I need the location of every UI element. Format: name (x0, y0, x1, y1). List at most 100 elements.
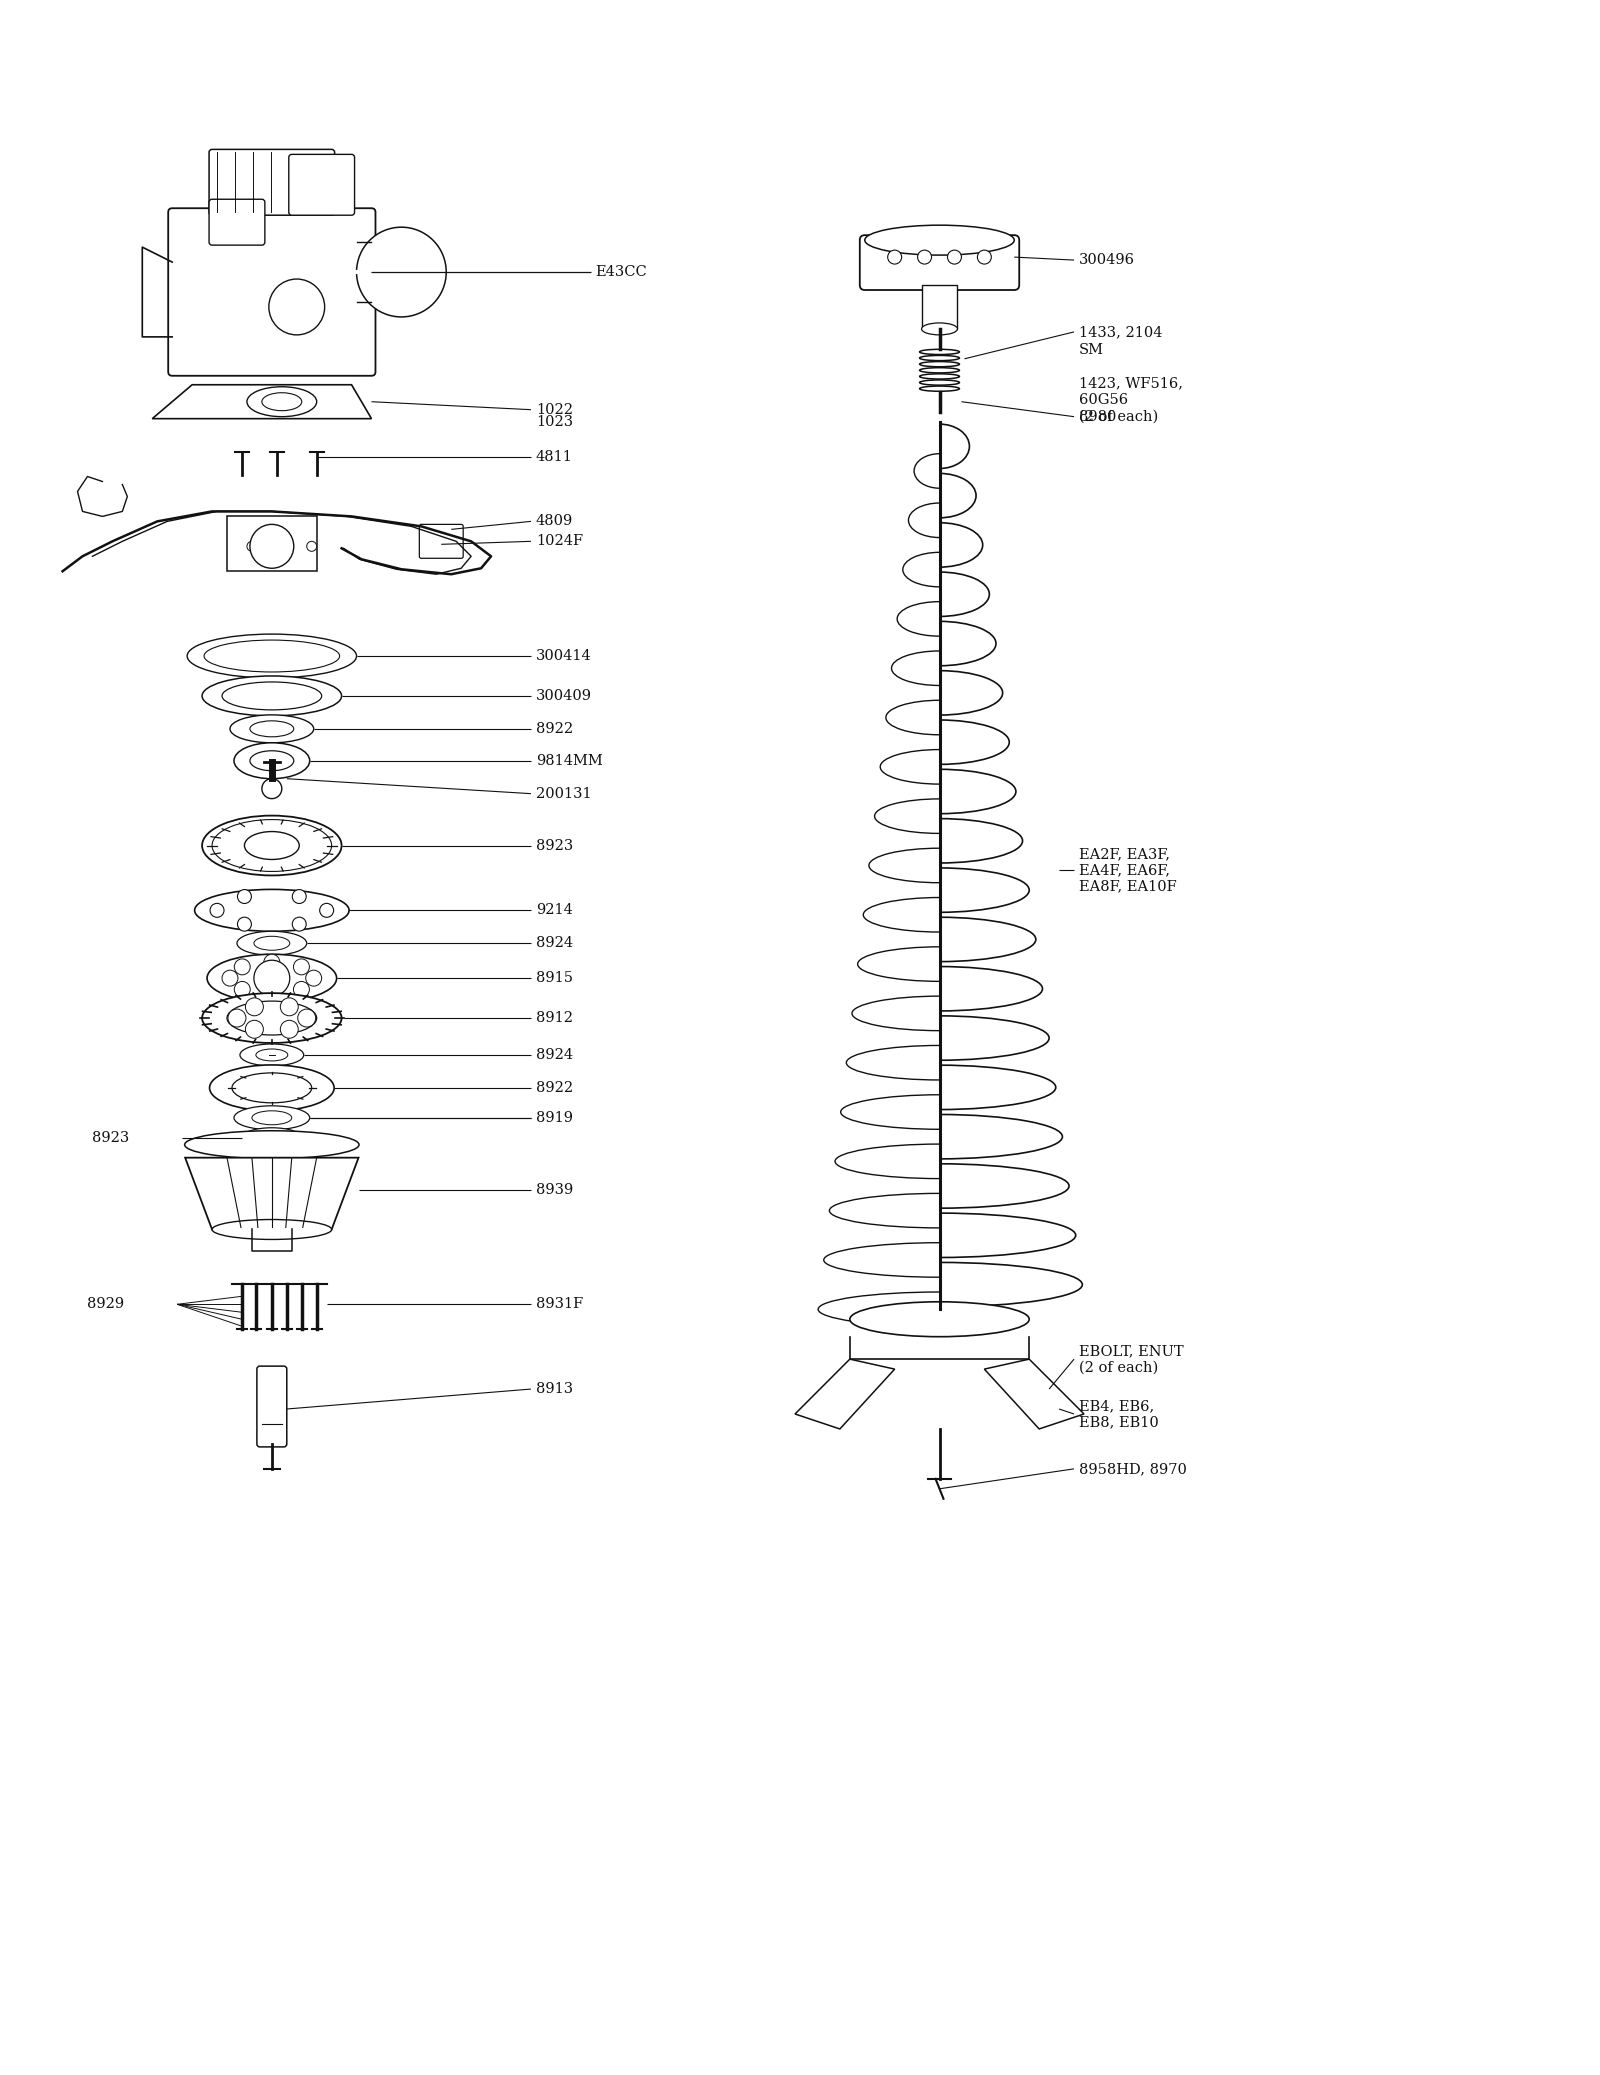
Circle shape (245, 1021, 264, 1038)
Ellipse shape (254, 936, 290, 950)
Ellipse shape (202, 994, 341, 1044)
FancyBboxPatch shape (210, 199, 266, 245)
FancyBboxPatch shape (419, 525, 462, 558)
Circle shape (262, 778, 282, 799)
Ellipse shape (187, 635, 357, 679)
Circle shape (250, 525, 294, 569)
Circle shape (298, 1008, 315, 1027)
Ellipse shape (234, 1106, 310, 1129)
Circle shape (307, 542, 317, 552)
Circle shape (237, 917, 251, 932)
Text: 8924: 8924 (536, 1048, 573, 1062)
Circle shape (320, 903, 334, 917)
Circle shape (210, 903, 224, 917)
Text: 1423, WF516,
60G56
(2 of each): 1423, WF516, 60G56 (2 of each) (1078, 378, 1182, 423)
Circle shape (264, 986, 280, 1002)
Text: E43CC: E43CC (595, 266, 648, 278)
Circle shape (947, 251, 962, 264)
Text: 1023: 1023 (536, 415, 573, 430)
Circle shape (888, 251, 902, 264)
Text: 300414: 300414 (536, 649, 592, 664)
Ellipse shape (237, 932, 307, 955)
Text: 8912: 8912 (536, 1011, 573, 1025)
Text: 300496: 300496 (1078, 253, 1134, 268)
Text: 8980: 8980 (1078, 409, 1117, 423)
Text: 8922: 8922 (536, 1081, 573, 1096)
Polygon shape (795, 1359, 894, 1430)
Text: 4809: 4809 (536, 515, 573, 529)
Text: 200131: 200131 (536, 786, 592, 801)
Ellipse shape (227, 1000, 317, 1035)
Ellipse shape (246, 386, 317, 417)
Ellipse shape (250, 751, 294, 770)
Text: 1433, 2104: 1433, 2104 (1078, 326, 1163, 338)
Ellipse shape (184, 1131, 358, 1158)
Ellipse shape (202, 676, 341, 716)
Circle shape (357, 226, 446, 317)
Text: 9814MM: 9814MM (536, 753, 603, 768)
Ellipse shape (222, 683, 322, 710)
Text: 8958HD, 8970: 8958HD, 8970 (1078, 1463, 1187, 1475)
Ellipse shape (206, 954, 336, 1002)
Text: SM: SM (1078, 342, 1104, 357)
Circle shape (978, 251, 992, 264)
Ellipse shape (195, 890, 349, 932)
Text: EB4, EB6,
EB8, EB10: EB4, EB6, EB8, EB10 (1078, 1399, 1158, 1430)
Circle shape (234, 981, 250, 998)
Ellipse shape (256, 1131, 288, 1143)
FancyBboxPatch shape (288, 154, 355, 216)
Circle shape (222, 971, 238, 986)
FancyBboxPatch shape (258, 1365, 286, 1446)
Text: 8919: 8919 (536, 1110, 573, 1125)
Circle shape (246, 542, 258, 552)
Ellipse shape (232, 1073, 312, 1102)
Ellipse shape (202, 815, 341, 876)
Ellipse shape (210, 1064, 334, 1110)
FancyBboxPatch shape (859, 234, 1019, 290)
Text: 1024F: 1024F (536, 535, 582, 548)
Ellipse shape (240, 1044, 304, 1067)
Ellipse shape (230, 716, 314, 743)
Text: 8931F: 8931F (536, 1297, 582, 1311)
Circle shape (293, 981, 309, 998)
Ellipse shape (864, 226, 1014, 255)
Text: 8923: 8923 (93, 1131, 130, 1145)
Circle shape (293, 890, 306, 903)
Circle shape (269, 278, 325, 334)
Polygon shape (984, 1359, 1085, 1430)
Circle shape (237, 890, 251, 903)
Text: 8939: 8939 (536, 1183, 573, 1197)
Ellipse shape (245, 832, 299, 859)
Ellipse shape (205, 639, 339, 672)
Circle shape (280, 1021, 298, 1038)
Circle shape (293, 917, 306, 932)
Circle shape (227, 1008, 246, 1027)
Circle shape (245, 998, 264, 1017)
Circle shape (917, 251, 931, 264)
Ellipse shape (213, 820, 331, 871)
Text: 8915: 8915 (536, 971, 573, 986)
Circle shape (277, 542, 286, 552)
FancyBboxPatch shape (168, 208, 376, 376)
Ellipse shape (262, 392, 302, 411)
Ellipse shape (256, 1050, 288, 1060)
Text: 4811: 4811 (536, 450, 573, 463)
Ellipse shape (213, 1220, 331, 1239)
Text: 300409: 300409 (536, 689, 592, 703)
Polygon shape (152, 384, 371, 419)
Ellipse shape (250, 720, 294, 737)
FancyBboxPatch shape (210, 149, 334, 216)
Circle shape (254, 961, 290, 996)
Text: 8922: 8922 (536, 722, 573, 737)
Ellipse shape (922, 324, 957, 334)
Circle shape (234, 959, 250, 975)
Text: 9214: 9214 (536, 903, 573, 917)
Polygon shape (186, 1158, 358, 1230)
Bar (922, 284, 957, 330)
Ellipse shape (234, 743, 310, 778)
Bar (227, 517, 317, 571)
Circle shape (306, 971, 322, 986)
Text: 8913: 8913 (536, 1382, 573, 1396)
Text: 8924: 8924 (536, 936, 573, 950)
Ellipse shape (850, 1301, 1029, 1336)
